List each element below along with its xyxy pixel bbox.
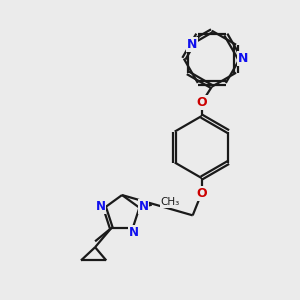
Text: N: N: [95, 200, 106, 213]
Text: N: N: [129, 226, 139, 239]
Text: O: O: [196, 96, 207, 110]
Text: N: N: [238, 52, 248, 65]
Text: O: O: [196, 187, 207, 200]
Text: N: N: [139, 200, 148, 213]
Text: CH₃: CH₃: [160, 197, 180, 207]
Text: N: N: [187, 38, 197, 51]
